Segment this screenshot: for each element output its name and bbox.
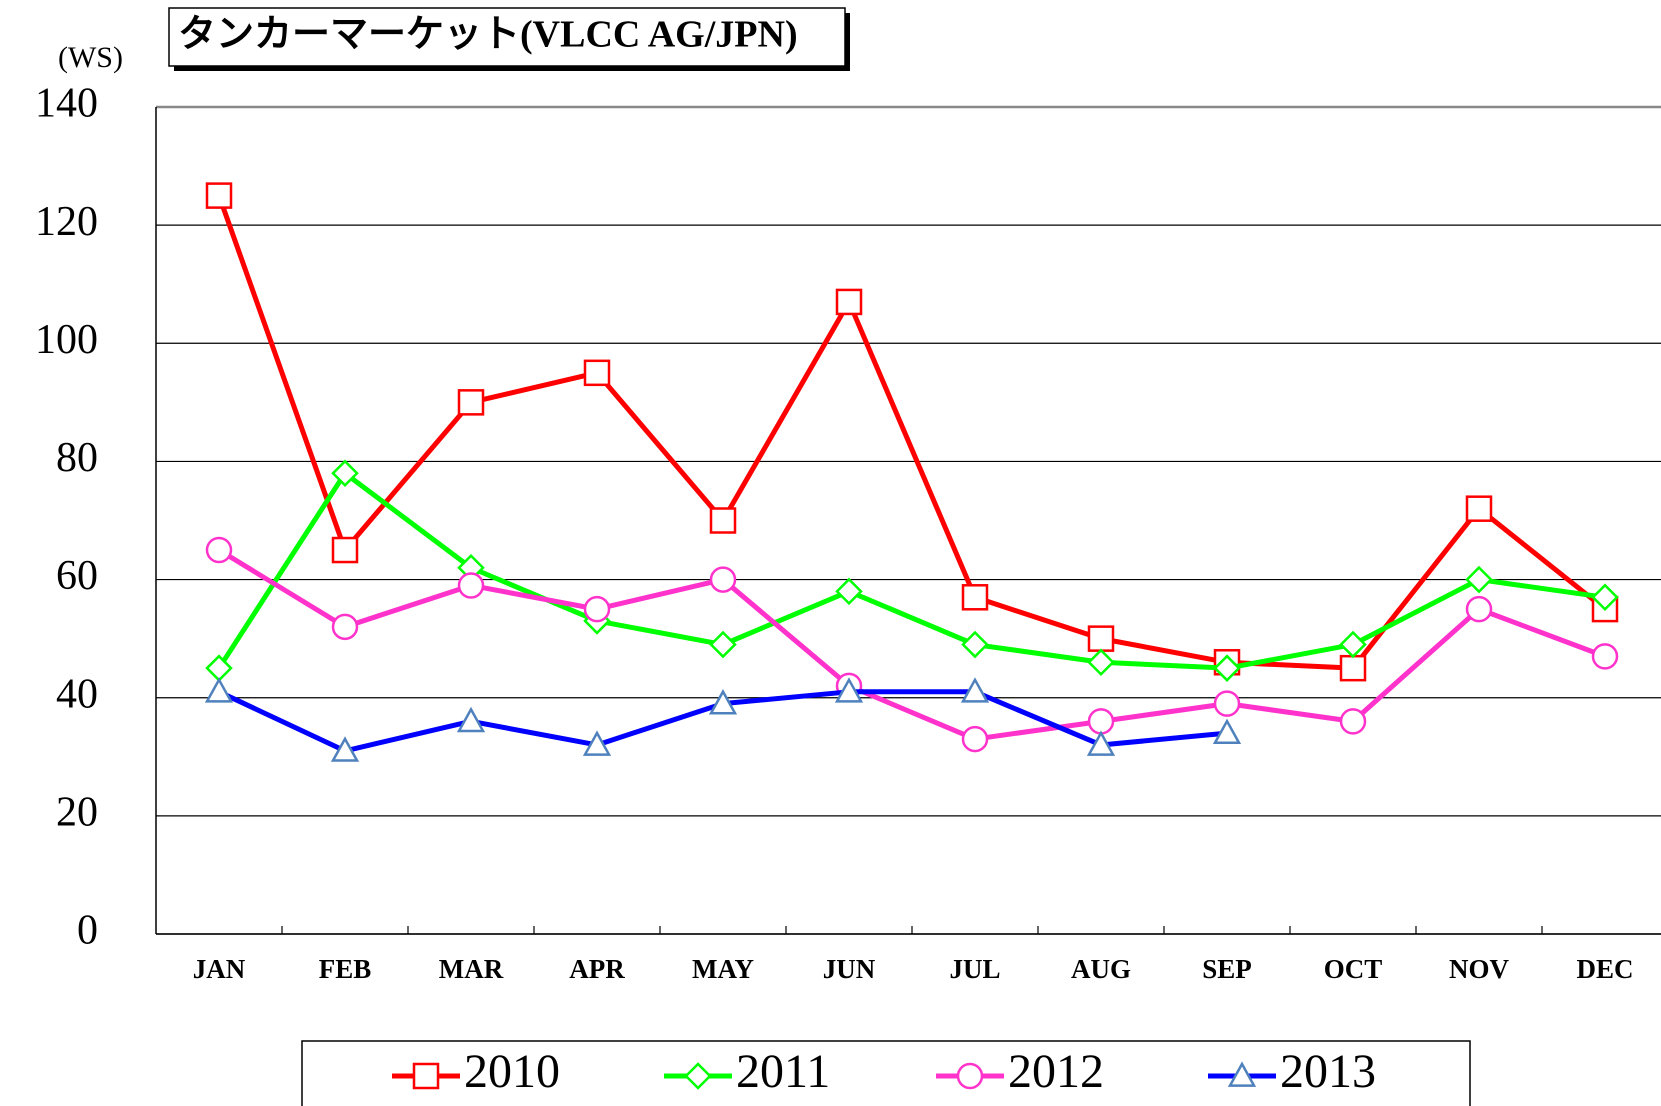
y-tick-label: 40 [56,671,98,717]
legend-label: 2010 [464,1045,560,1098]
x-tick-label: JAN [193,954,246,984]
point-marker [1339,630,1367,659]
x-tick-label: MAR [439,954,504,984]
x-tick-label: AUG [1071,954,1131,984]
point-marker [1087,648,1115,677]
point-marker [835,288,863,316]
x-tick-label: JUL [949,954,1000,984]
point-marker [1213,654,1241,682]
point-marker [834,677,864,703]
point-marker [1087,708,1115,735]
point-marker [835,577,863,606]
point-marker [1213,690,1241,717]
y-tick-label: 100 [35,317,98,363]
series-line [217,547,1606,742]
point-marker [583,595,611,623]
point-marker [1086,730,1116,756]
legend-label: 2012 [1008,1045,1104,1098]
point-marker [961,630,989,659]
y-axis-label: (WS) [58,41,123,74]
point-marker [331,536,359,564]
x-tick-label: FEB [319,954,372,984]
y-tick-label: 80 [56,435,98,481]
y-tick-label: 20 [56,789,98,835]
point-marker [709,566,737,593]
point-marker [582,730,612,756]
point-marker [709,507,737,534]
point-marker [1339,654,1367,682]
point-marker [204,677,234,703]
x-tick-label: DEC [1576,954,1633,984]
point-marker [709,630,737,659]
point-marker [456,706,486,733]
point-marker [331,459,359,488]
x-tick-label: JUN [823,954,876,984]
legend-marker [412,1062,440,1090]
point-marker [331,613,359,641]
point-marker [708,689,738,715]
point-marker [1339,708,1367,735]
legend-label: 2011 [736,1045,830,1098]
point-marker [330,736,360,762]
x-tick-label: SEP [1202,954,1252,984]
title-box [168,7,846,67]
series-line [216,194,1607,671]
legend-marker [1227,1061,1257,1087]
point-marker [961,725,989,753]
point-marker [457,389,485,416]
x-tick-label: OCT [1324,954,1383,984]
chart-title: タンカーマーケット(VLCC AG/JPN) [178,14,798,56]
point-marker [1465,595,1493,623]
legend-marker [956,1062,984,1090]
point-marker [1212,718,1242,745]
point-marker [1591,583,1619,612]
y-tick-label: 120 [35,199,98,245]
legend-marker [684,1062,712,1090]
legend-label: 2013 [1280,1045,1376,1098]
series-line [216,470,1606,671]
point-marker [205,536,233,564]
point-marker [961,584,989,611]
point-marker [1087,625,1115,652]
y-tick-label: 0 [77,908,98,954]
point-marker [1465,565,1493,594]
point-marker [1465,495,1493,522]
point-marker [583,359,611,387]
y-tick-label: 140 [35,81,98,127]
point-marker [205,182,233,209]
x-tick-label: MAY [692,954,754,984]
x-tick-label: APR [569,954,625,984]
point-marker [457,572,485,599]
y-tick-label: 60 [56,553,98,599]
point-marker [960,677,990,703]
point-marker [1591,643,1619,670]
x-tick-label: NOV [1449,954,1510,984]
